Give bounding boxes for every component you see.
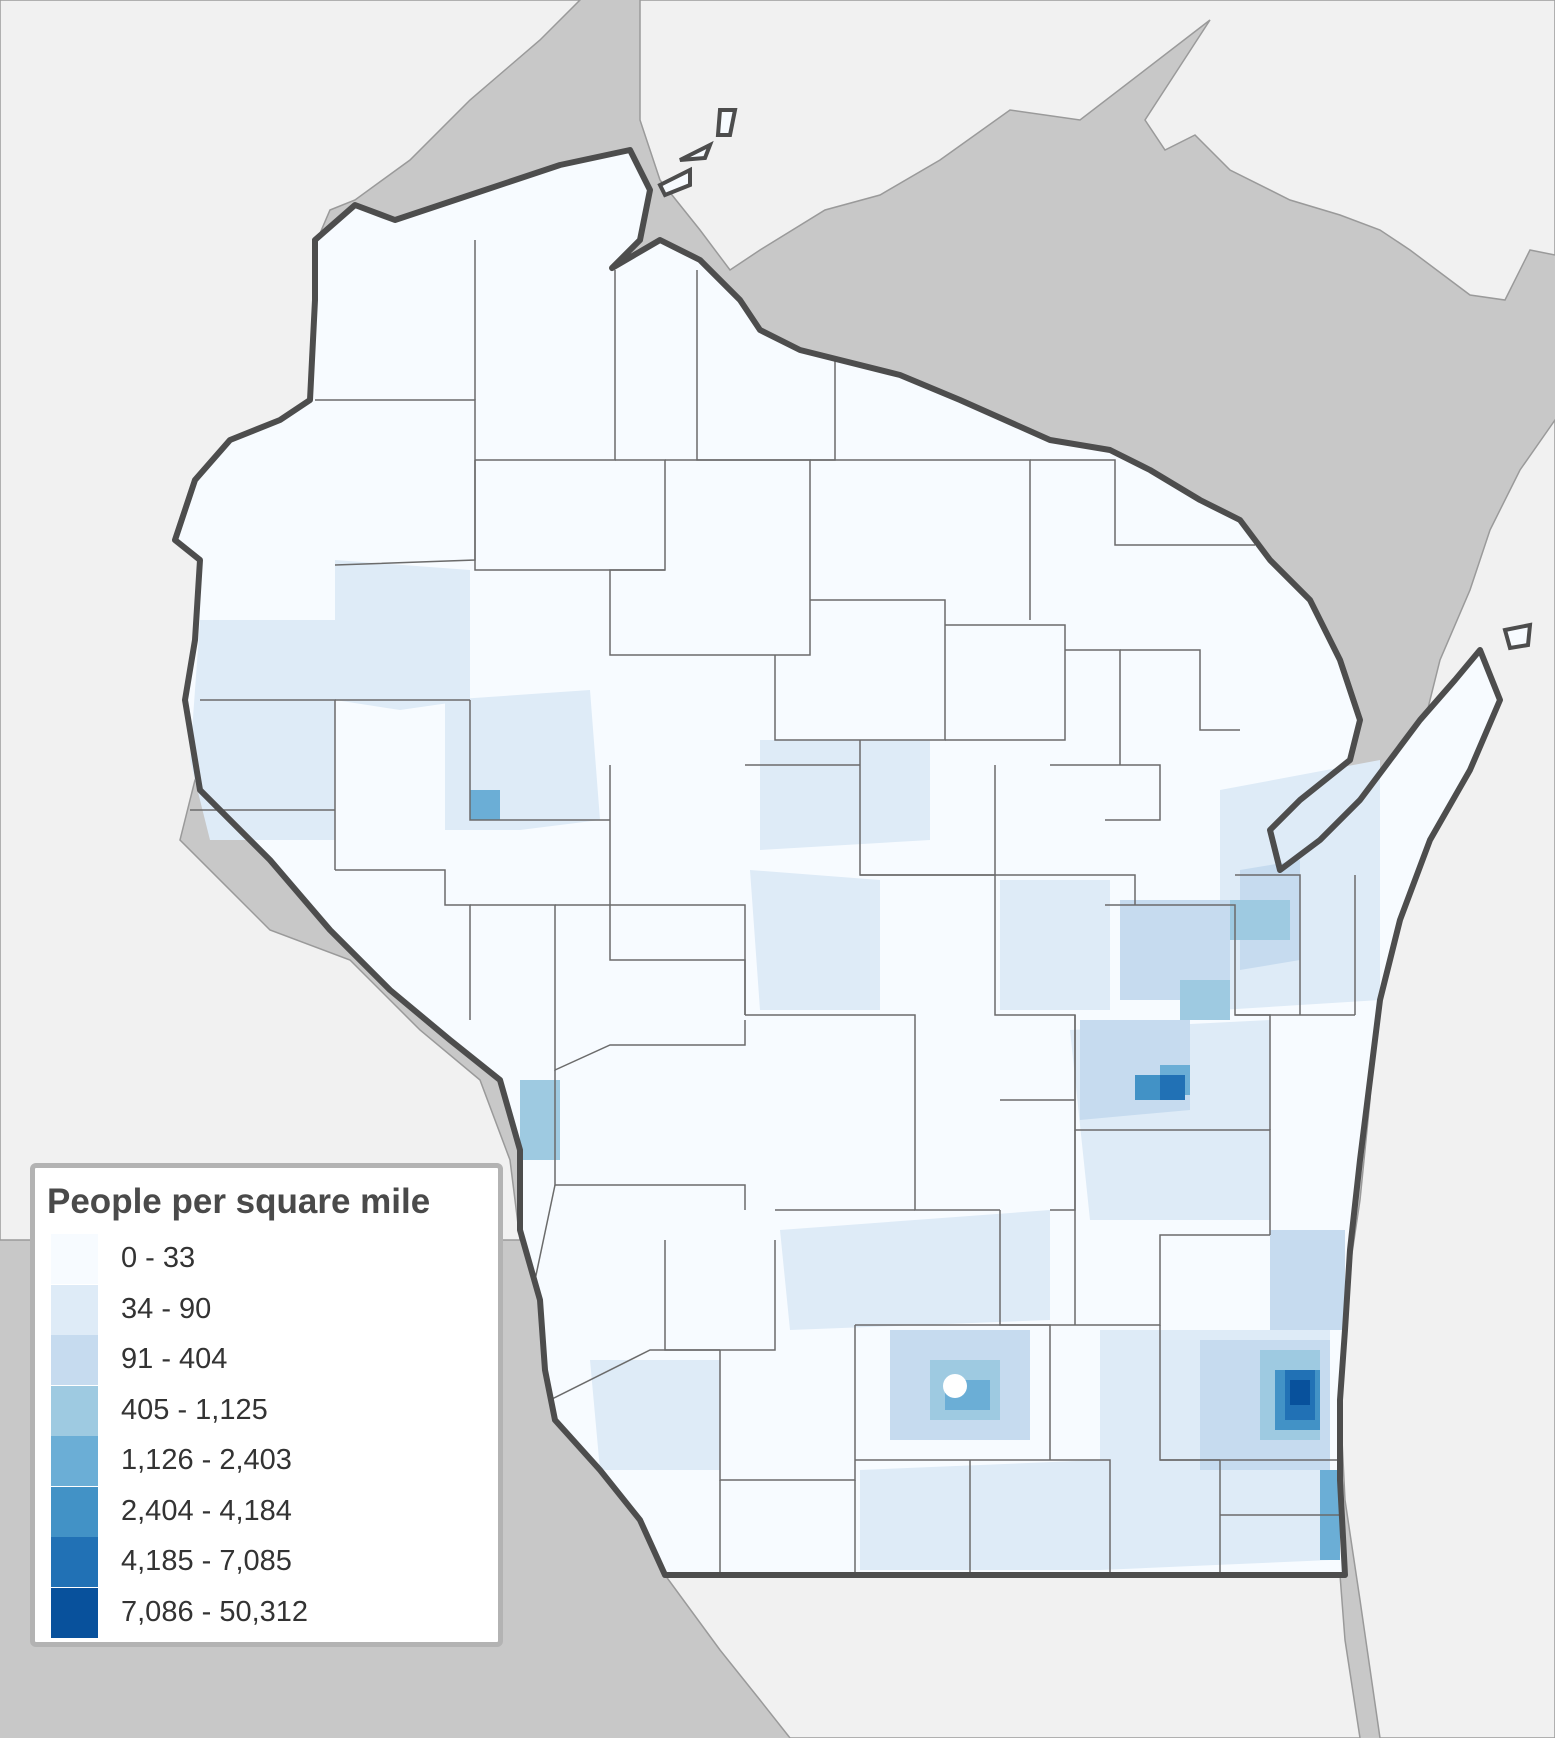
- legend-swatch: [51, 1537, 98, 1587]
- legend-swatch: [51, 1385, 98, 1436]
- legend-label: 405 - 1,125: [121, 1393, 268, 1426]
- legend-label: 7,086 - 50,312: [121, 1595, 309, 1628]
- legend-swatch: [51, 1284, 98, 1335]
- legend-title: People per square mile: [47, 1182, 431, 1221]
- legend-label: 2,404 - 4,184: [121, 1494, 292, 1527]
- neighbor-land-illinois: [663, 1574, 1361, 1738]
- legend-label: 1,126 - 2,403: [121, 1444, 292, 1476]
- legend-swatch: [51, 1486, 98, 1537]
- legend-label: 0 - 33: [121, 1242, 196, 1274]
- county-lines: [190, 240, 1356, 1575]
- legend-label: 34 - 90: [121, 1292, 212, 1325]
- density-overlays: [190, 560, 1380, 1570]
- legend: People per square mile 0 - 33 34 - 90 91 -…: [30, 1163, 503, 1647]
- wisconsin-state-outline: [172, 147, 1503, 1578]
- legend-label: 91 - 404: [121, 1343, 228, 1375]
- legend-swatch: [51, 1234, 98, 1284]
- legend-label: 4,185 - 7,085: [121, 1545, 292, 1577]
- islands: [657, 108, 1533, 651]
- neighbor-land-upper-peninsula: [639, 0, 1555, 301]
- legend-swatch: [51, 1335, 98, 1385]
- legend-swatch: [51, 1587, 98, 1638]
- legend-swatch: [51, 1436, 98, 1486]
